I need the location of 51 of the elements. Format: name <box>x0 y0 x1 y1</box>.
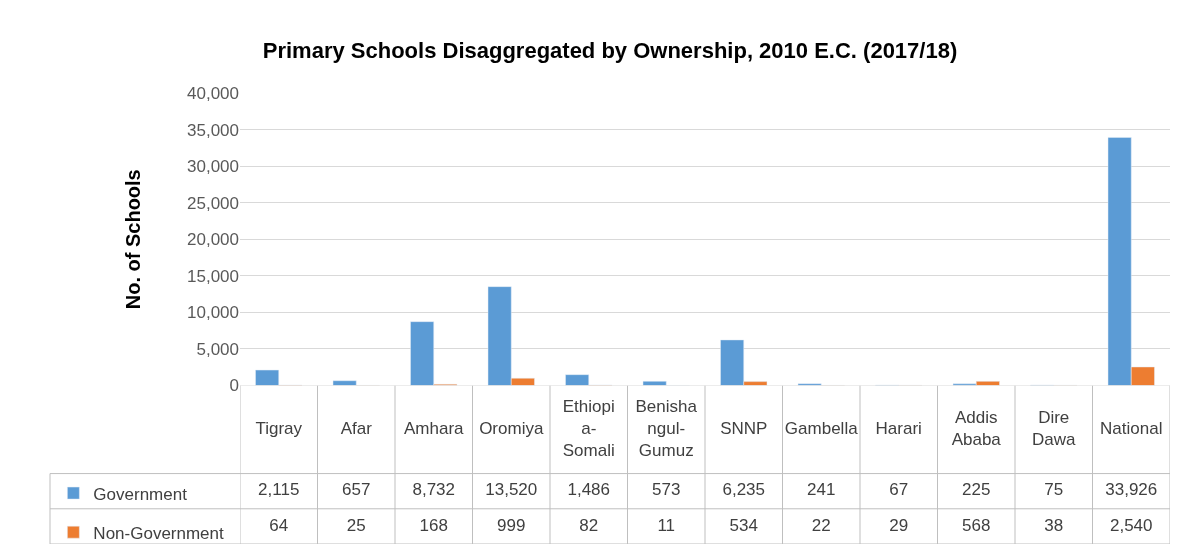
data-label: 22 <box>811 515 831 535</box>
data-label: 8,732 <box>412 480 456 500</box>
data-label: 82 <box>579 515 599 535</box>
bar <box>642 381 667 386</box>
data-label: 6,235 <box>722 480 766 500</box>
y-axis-title: No. of Schools <box>122 169 145 310</box>
data-label: 33,926 <box>1105 480 1158 500</box>
data-label: 225 <box>962 480 991 500</box>
x-tick-label: Dire Dawa <box>1032 407 1077 449</box>
x-tick-label: Oromiya <box>479 418 544 438</box>
y-tick-label: 0 <box>229 376 239 396</box>
data-label: 25 <box>346 515 366 535</box>
x-tick-label: Afar <box>340 418 373 438</box>
data-label: 11 <box>657 515 676 535</box>
data-label: 29 <box>889 515 909 535</box>
data-label: 568 <box>962 515 991 535</box>
data-label: 168 <box>419 515 448 535</box>
x-tick-label: SNNP <box>720 418 768 438</box>
x-tick-label: Benishangul-Gumuz <box>635 396 698 460</box>
x-tick-label: Gambella <box>784 418 859 438</box>
y-tick-label: 5,000 <box>196 339 239 359</box>
data-label: 2,540 <box>1109 515 1153 535</box>
data-label: 657 <box>342 480 371 500</box>
data-label: 38 <box>1044 515 1064 535</box>
y-tick-label: 20,000 <box>187 230 239 250</box>
y-tick-label: 30,000 <box>187 157 239 177</box>
x-tick-label: National <box>1100 418 1163 438</box>
data-label: 241 <box>807 480 836 500</box>
data-label: 573 <box>652 480 681 500</box>
x-tick-label: Tigray <box>255 418 303 438</box>
data-label: 64 <box>269 515 289 535</box>
x-tick-label: Addis Ababa <box>951 407 1002 449</box>
x-tick-label: Amhara <box>403 418 465 438</box>
data-label: 67 <box>889 480 909 500</box>
legend-label: Government <box>93 484 188 504</box>
legend-label: Non-Government <box>93 523 225 543</box>
y-tick-label: 15,000 <box>187 266 239 286</box>
x-tick-label: Harari <box>875 418 922 438</box>
data-label: 1,486 <box>567 480 611 500</box>
data-label: 75 <box>1044 480 1064 500</box>
y-tick-label: 25,000 <box>187 193 239 213</box>
data-label: 534 <box>729 515 758 535</box>
y-tick-label: 35,000 <box>187 120 239 140</box>
data-label: 999 <box>497 515 526 535</box>
data-label: 2,115 <box>258 480 300 500</box>
chart-title: Primary Schools Disaggregated by Ownership, 2010 E.C. (2017/18) <box>262 37 958 63</box>
bar <box>332 380 357 386</box>
data-label: 13,520 <box>485 480 538 500</box>
y-tick-label: 40,000 <box>187 83 239 103</box>
y-tick-label: 10,000 <box>187 303 239 323</box>
x-tick-label: Ethiopia-Somali <box>562 396 615 460</box>
